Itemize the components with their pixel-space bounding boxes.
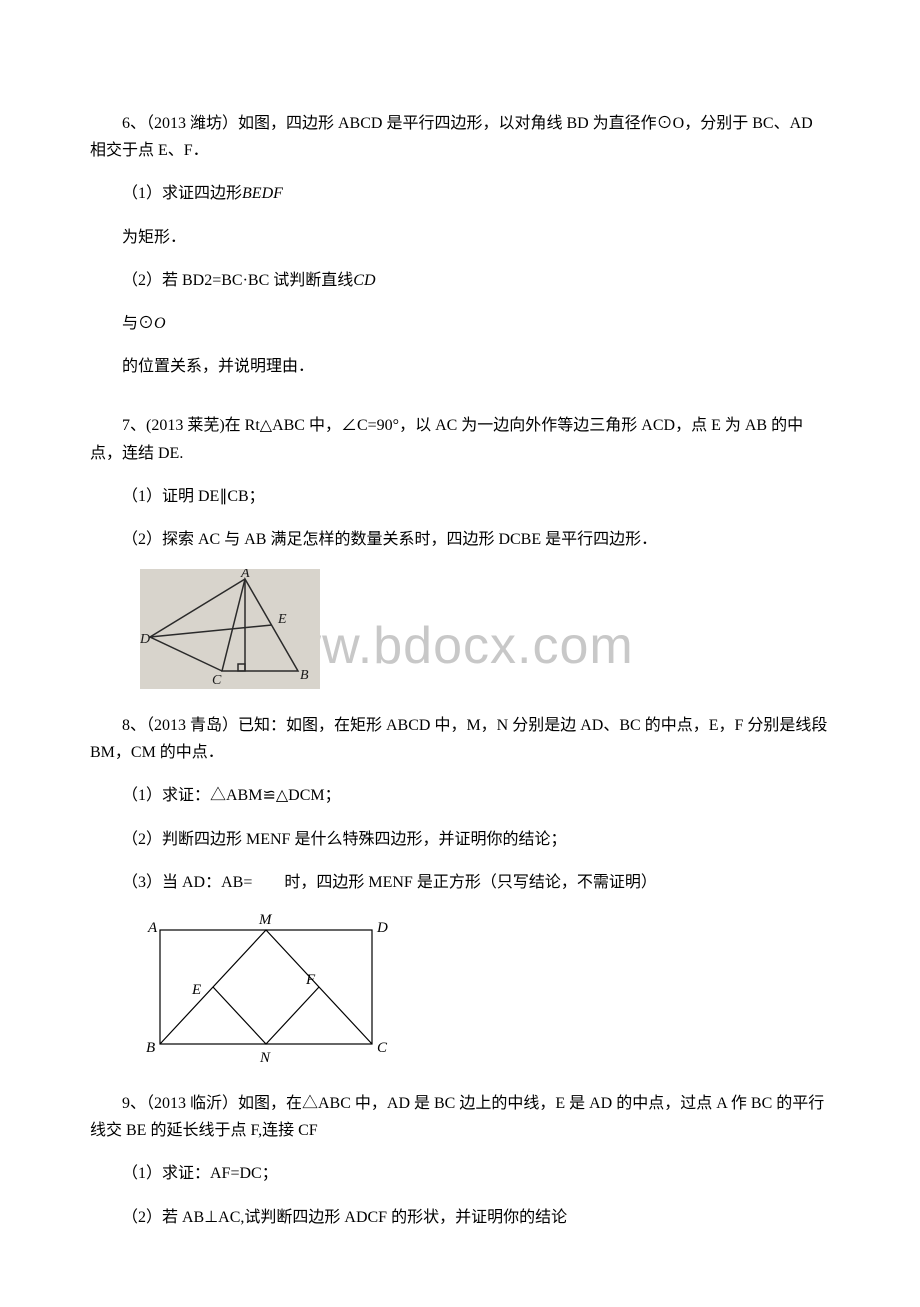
p6-line6: 的位置关系，并说明理由． — [90, 353, 830, 380]
p7-label-B: B — [300, 668, 309, 683]
p7-label-C: C — [212, 673, 222, 688]
p9-line1: 9、（2013 临沂）如图，在△ABC 中，AD 是 BC 边上的中线，E 是 … — [90, 1090, 830, 1144]
p6-line5-italic: O — [154, 315, 166, 332]
p8-label-A: A — [147, 920, 158, 936]
p7-line1: 7、(2013 莱芜)在 Rt△ABC 中，∠C=90°，以 AC 为一边向外作… — [90, 412, 830, 466]
p6-line4-italic: CD — [353, 272, 375, 289]
p6-line1: 6、（2013 潍坊）如图，四边形 ABCD 是平行四边形，以对角线 BD 为直… — [90, 110, 830, 164]
p7-line3: （2）探索 AC 与 AB 满足怎样的数量关系时，四边形 DCBE 是平行四边形… — [90, 526, 830, 553]
p6-line2-italic: BEDF — [242, 185, 283, 202]
p9-line3: （2）若 AB⊥AC,试判断四边形 ADCF 的形状，并证明你的结论 — [90, 1204, 830, 1231]
p7-figure: A B C D E — [140, 569, 830, 694]
p6-line2: （1）求证四边形BEDF — [90, 180, 830, 207]
p8-line2: （1）求证：△ABM≌△DCM； — [90, 782, 830, 809]
p6-line4-text: （2）若 BD2=BC·BC 试判断直线 — [122, 272, 353, 289]
p8-label-B: B — [146, 1040, 155, 1056]
p8-line1: 8、（2013 青岛）已知：如图，在矩形 ABCD 中，M，N 分别是边 AD、… — [90, 712, 830, 766]
p7-line2: （1）证明 DE∥CB； — [90, 483, 830, 510]
p8-label-M: M — [258, 912, 273, 928]
p6-line2-text: （1）求证四边形 — [122, 185, 242, 202]
p7-label-D: D — [140, 632, 150, 647]
p8-line3: （2）判断四边形 MENF 是什么特殊四边形，并证明你的结论； — [90, 826, 830, 853]
p8-diagram-svg: A D B C M N E F — [140, 912, 400, 1067]
p8-label-D: D — [376, 920, 388, 936]
p6-line4: （2）若 BD2=BC·BC 试判断直线CD — [90, 267, 830, 294]
p8-label-F: F — [305, 972, 316, 988]
p7-diagram-svg: A B C D E — [140, 569, 320, 689]
p8-figure: A D B C M N E F — [140, 912, 830, 1072]
p6-line3: 为矩形． — [90, 224, 830, 251]
p8-label-N: N — [259, 1050, 271, 1066]
p8-line4: （3）当 AD：AB= 时，四边形 MENF 是正方形（只写结论，不需证明） — [90, 869, 830, 896]
p7-label-A: A — [240, 569, 250, 581]
p8-label-E: E — [191, 982, 201, 998]
p6-line5: 与⊙O — [90, 310, 830, 337]
p6-line5-text: 与⊙ — [122, 315, 154, 332]
document-content: 6、（2013 潍坊）如图，四边形 ABCD 是平行四边形，以对角线 BD 为直… — [90, 110, 830, 1231]
p8-label-C: C — [377, 1040, 388, 1056]
p7-label-E: E — [277, 612, 287, 627]
p9-line2: （1）求证：AF=DC； — [90, 1160, 830, 1187]
